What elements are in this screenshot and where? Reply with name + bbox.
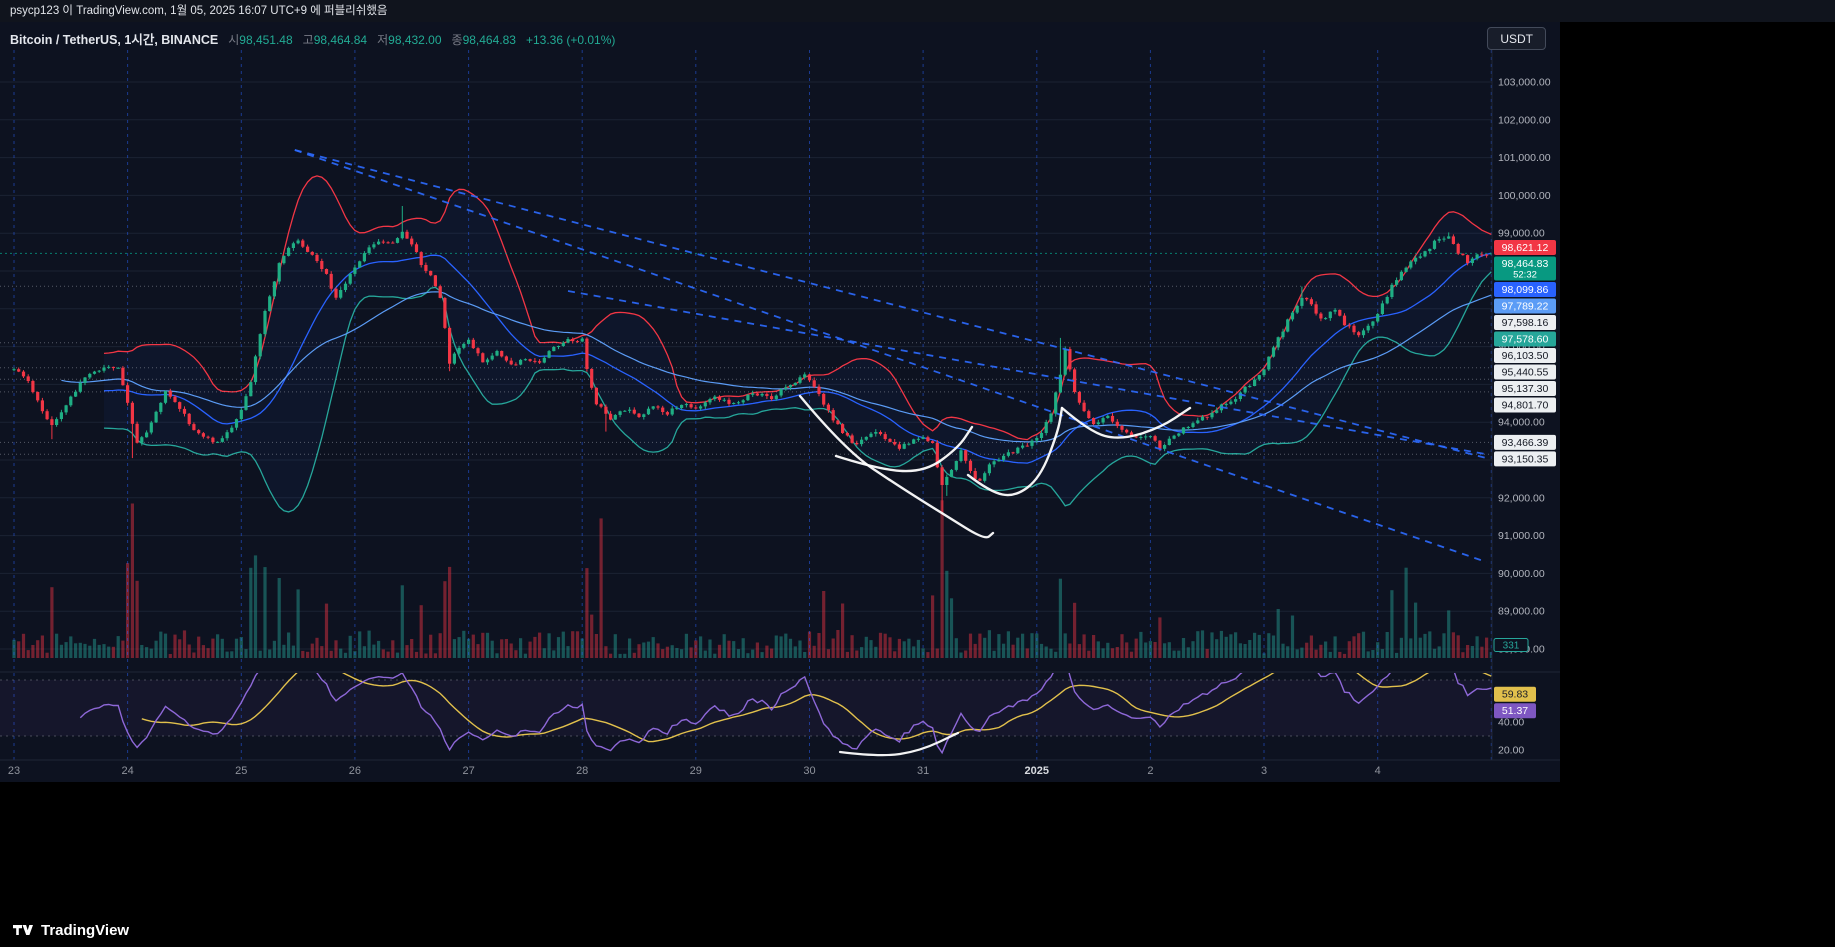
svg-text:97,578.60: 97,578.60 [1502, 334, 1549, 346]
time-axis[interactable]: 23 24 25 26 27 28 29 30 31 2025 2 3 4 [8, 765, 1381, 777]
publish-text-mid: 이 [59, 5, 77, 17]
svg-text:103,000.00: 103,000.00 [1498, 77, 1551, 89]
volume-axis-badge: 331 [1493, 638, 1529, 652]
svg-text:90,000.00: 90,000.00 [1498, 568, 1545, 580]
ohlc-open-value: 98,451.48 [239, 33, 293, 47]
svg-text:100,000.00: 100,000.00 [1498, 190, 1551, 202]
price-axis-badge: 97,578.60 [1494, 331, 1556, 347]
price-change: +13.36 (+0.01%) [525, 33, 616, 47]
bottom-strip: TradingView [0, 782, 1835, 947]
svg-text:2025: 2025 [1025, 765, 1049, 777]
svg-text:30: 30 [803, 765, 815, 777]
svg-text:28: 28 [576, 765, 588, 777]
svg-text:26: 26 [349, 765, 361, 777]
svg-text:23: 23 [8, 765, 20, 777]
svg-text:27: 27 [462, 765, 474, 777]
pane-separators [0, 50, 1560, 761]
chart-svg-host: 103,000.00 102,000.00 101,000.00 100,000.00… [0, 22, 1560, 782]
svg-text:89,000.00: 89,000.00 [1498, 606, 1545, 618]
chart-canvas[interactable]: 103,000.00 102,000.00 101,000.00 100,000.00… [0, 22, 1560, 782]
svg-text:96,103.50: 96,103.50 [1502, 350, 1549, 362]
svg-text:20.00: 20.00 [1498, 745, 1524, 757]
svg-text:94,801.70: 94,801.70 [1502, 400, 1549, 412]
chart-widget: 103,000.00 102,000.00 101,000.00 100,000.00… [0, 22, 1560, 782]
svg-text:92,000.00: 92,000.00 [1498, 492, 1545, 504]
price-axis-badge: 93,466.39 [1494, 434, 1556, 450]
tradingview-logo-icon [13, 925, 33, 935]
price-axis-badge: 93,150.35 [1494, 451, 1556, 467]
price-axis-badge: 97,789.22 [1494, 298, 1556, 314]
svg-text:91,000.00: 91,000.00 [1498, 530, 1545, 542]
svg-text:3: 3 [1261, 765, 1267, 777]
tradingview-brand[interactable]: TradingView [12, 921, 129, 939]
svg-text:101,000.00: 101,000.00 [1498, 152, 1551, 164]
svg-text:93,466.39: 93,466.39 [1502, 437, 1549, 449]
freehand-drawings[interactable] [798, 394, 1192, 539]
svg-text:93,150.35: 93,150.35 [1502, 453, 1549, 465]
svg-text:25: 25 [235, 765, 247, 777]
svg-text:102,000.00: 102,000.00 [1498, 114, 1551, 126]
svg-text:24: 24 [121, 765, 133, 777]
tradingview-link[interactable]: TradingView.com, [76, 5, 167, 17]
bollinger-bands [61, 175, 1492, 513]
ohlc-close-value: 98,464.83 [462, 33, 516, 47]
ohlc-close-label: 종 [451, 33, 463, 47]
rsi-axis-badge: 59.83 [1494, 686, 1536, 702]
trendlines[interactable] [294, 149, 1487, 563]
svg-text:95,137.30: 95,137.30 [1502, 383, 1549, 395]
svg-text:2: 2 [1147, 765, 1153, 777]
rsi-pane [0, 673, 1492, 757]
publish-text-tail: 1월 05, 2025 16:07 UTC+9 에 퍼블리쉬했음 [166, 5, 388, 17]
price-axis-badge: 97,598.16 [1494, 315, 1556, 330]
svg-text:59.83: 59.83 [1502, 689, 1528, 701]
ohlc-low-label: 저 [377, 33, 389, 47]
ohlc-high-label: 고 [302, 33, 314, 47]
price-axis-badge: 98,621.12 [1494, 240, 1556, 255]
svg-text:29: 29 [690, 765, 702, 777]
svg-text:98,464.83: 98,464.83 [1502, 258, 1549, 270]
svg-text:97,598.16: 97,598.16 [1502, 317, 1549, 329]
svg-text:94,000.00: 94,000.00 [1498, 417, 1545, 429]
svg-text:51.37: 51.37 [1502, 705, 1528, 717]
price-axis-badge: 96,103.50 [1494, 348, 1556, 363]
publish-bar: psycp123 이 TradingView.com, 1월 05, 2025 … [0, 0, 1835, 22]
ohlc-high-value: 98,464.84 [313, 33, 368, 47]
price-axis[interactable]: 103,000.00 102,000.00 101,000.00 100,000.00… [1493, 77, 1556, 656]
svg-text:95,440.55: 95,440.55 [1502, 367, 1549, 379]
price-axis-badge: 95,440.55 [1494, 364, 1556, 380]
volume-layer [12, 500, 1492, 658]
svg-text:97,789.22: 97,789.22 [1502, 301, 1549, 313]
currency-toggle-button[interactable]: USDT [1487, 27, 1546, 50]
rsi-axis[interactable]: 40.00 20.00 59.83 51.37 [1494, 686, 1536, 757]
svg-text:31: 31 [917, 765, 929, 777]
tradingview-wordmark: TradingView [41, 921, 130, 939]
price-level-lines[interactable] [0, 252, 1492, 455]
ohlc-low-value: 98,432.00 [388, 33, 442, 47]
svg-text:52:32: 52:32 [1513, 270, 1537, 281]
ohlc-open-label: 시 [228, 33, 240, 47]
svg-text:98,621.12: 98,621.12 [1502, 242, 1549, 254]
price-axis-badge: 95,137.30 [1494, 381, 1556, 396]
svg-text:331: 331 [1503, 641, 1520, 652]
chart-header: Bitcoin / TetherUS, 1시간, BINANCE 시 98,451… [10, 29, 615, 48]
candles-layer [12, 206, 1492, 514]
svg-text:98,099.86: 98,099.86 [1502, 284, 1549, 296]
svg-text:4: 4 [1375, 765, 1381, 777]
price-gridlines [0, 81, 1492, 650]
svg-text:99,000.00: 99,000.00 [1498, 228, 1545, 240]
svg-text:40.00: 40.00 [1498, 717, 1524, 729]
publish-username[interactable]: psycp123 [10, 5, 60, 17]
price-axis-badge: 94,801.70 [1494, 397, 1556, 413]
rsi-axis-badge: 51.37 [1494, 703, 1536, 719]
price-axis-badge: 98,099.86 [1494, 282, 1556, 297]
symbol-title[interactable]: Bitcoin / TetherUS, 1시간, BINANCE [10, 33, 219, 47]
